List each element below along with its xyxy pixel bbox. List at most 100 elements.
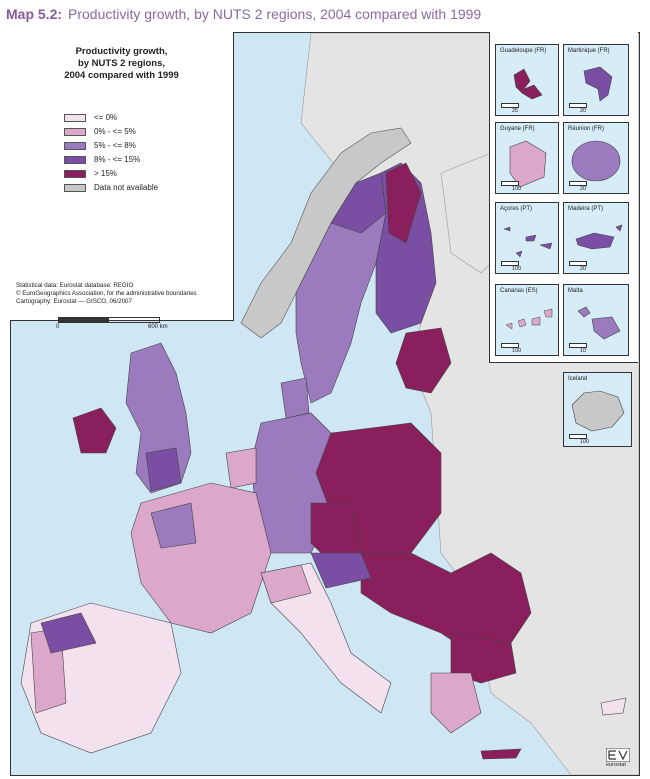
inset-canarias: Canarias (ES) 100 xyxy=(495,284,559,356)
inset-scalebar xyxy=(569,434,587,439)
inset-shape xyxy=(509,140,547,188)
legend-swatch xyxy=(64,155,86,164)
inset-acores: Açores (PT) 100 xyxy=(495,202,559,274)
inset-name: Malta xyxy=(568,288,583,294)
region-benelux xyxy=(225,447,257,489)
legend-swatch xyxy=(64,113,86,122)
source-line: Cartography: Eurostat — GISCO, 06/2007 xyxy=(16,298,132,305)
inset-iceland: Iceland 100 xyxy=(563,372,632,447)
scale-bar xyxy=(58,317,160,323)
inset-name: Canarias (ES) xyxy=(500,288,538,294)
inset-shape xyxy=(505,308,553,330)
legend-swatch xyxy=(64,141,86,150)
legend-swatch xyxy=(64,169,86,178)
inset-name: Guadeloupe (FR) xyxy=(500,48,547,54)
inset-scale: 20 xyxy=(580,266,587,272)
inset-panel: Guadeloupe (FR) 25 Martinique (FR) 20 Gu… xyxy=(489,32,638,363)
inset-scalebar xyxy=(501,343,519,348)
inset-scale: 20 xyxy=(580,108,587,114)
europe-map xyxy=(20,33,639,775)
inset-scale: 100 xyxy=(512,348,522,354)
inset-scale: 20 xyxy=(580,186,587,192)
inset-scale: 100 xyxy=(580,439,590,445)
region-crete xyxy=(480,748,522,760)
inset-scalebar xyxy=(569,343,587,348)
inset-name: Iceland xyxy=(568,376,588,382)
region-italy-north xyxy=(260,564,312,604)
inset-shape xyxy=(577,306,621,340)
legend-title: Productivity growth, by NUTS 2 regions, … xyxy=(10,46,233,82)
inset-name: Madeira (PT) xyxy=(568,206,604,212)
source-note: Statistical data: Eurostat database: REG… xyxy=(16,282,231,306)
inset-name: Açores (PT) xyxy=(500,206,533,212)
legend-label: 0% - <= 5% xyxy=(94,127,136,136)
inset-name: Réunion (FR) xyxy=(568,126,605,132)
scale-start: 0 xyxy=(56,324,60,330)
legend-title-line: by NUTS 2 regions, xyxy=(77,58,166,69)
eurostat-logo-text: eurostat xyxy=(606,762,626,768)
legend-panel: Productivity growth, by NUTS 2 regions, … xyxy=(10,32,234,330)
region-italy xyxy=(260,562,392,714)
legend-label: 5% - <= 8% xyxy=(94,141,136,150)
legend-label: > 15% xyxy=(94,169,117,178)
region-denmark xyxy=(280,377,310,419)
legend-item: 8% - <= 15% xyxy=(64,154,140,165)
map-title: Map 5.2: Productivity growth, by NUTS 2 r… xyxy=(6,6,481,22)
inset-shape xyxy=(513,68,543,100)
legend-swatch xyxy=(64,183,86,192)
eurostat-logo: eurostat xyxy=(605,747,632,770)
inset-scale: 25 xyxy=(512,108,519,114)
legend-swatch xyxy=(64,127,86,136)
region-spain-north xyxy=(40,612,97,654)
region-france-west xyxy=(150,502,197,549)
inset-scalebar xyxy=(569,103,587,108)
legend-label: <= 0% xyxy=(94,113,118,122)
region-baltics xyxy=(395,327,452,394)
legend-label: 8% - <= 15% xyxy=(94,155,141,164)
region-bulgaria xyxy=(450,632,517,684)
inset-scalebar xyxy=(501,181,519,186)
region-ireland xyxy=(72,407,117,454)
inset-shape xyxy=(503,226,553,258)
legend-item: > 15% xyxy=(64,168,117,179)
region-uk-south xyxy=(145,447,182,492)
region-cyprus xyxy=(600,697,627,716)
inset-name: Martinique (FR) xyxy=(568,48,610,54)
inset-name: Guyane (FR) xyxy=(500,126,535,132)
inset-scale: 100 xyxy=(512,266,522,272)
inset-scale: 10 xyxy=(580,348,587,354)
inset-scale: 100 xyxy=(512,186,522,192)
legend-title-line: 2004 compared with 1999 xyxy=(64,70,179,81)
legend-item: 0% - <= 5% xyxy=(64,126,136,137)
legend-label: Data not available xyxy=(94,183,159,192)
scale-end: 600 km xyxy=(148,324,168,330)
inset-scalebar xyxy=(501,103,519,108)
inset-scalebar xyxy=(569,181,587,186)
legend-title-line: Productivity growth, xyxy=(75,46,168,57)
source-line: Statistical data: Eurostat database: REG… xyxy=(16,282,134,289)
region-france xyxy=(130,482,272,634)
legend-item: Data not available xyxy=(64,182,158,193)
inset-martinique: Martinique (FR) 20 xyxy=(563,44,629,116)
legend-item: <= 0% xyxy=(64,112,117,123)
inset-scalebar xyxy=(501,261,519,266)
map-number: Map 5.2: xyxy=(6,6,63,22)
inset-shape xyxy=(571,140,621,182)
eurostat-logo-icon xyxy=(605,747,631,763)
inset-scalebar xyxy=(569,261,587,266)
inset-madeira: Madeira (PT) 20 xyxy=(563,202,629,274)
inset-shape xyxy=(575,224,623,250)
inset-reunion: Réunion (FR) 20 xyxy=(563,122,629,194)
region-romania-hungary xyxy=(360,552,532,654)
inset-guadeloupe: Guadeloupe (FR) 25 xyxy=(495,44,559,116)
region-austria xyxy=(310,552,372,589)
region-greece xyxy=(430,672,482,734)
legend-item: 5% - <= 8% xyxy=(64,140,136,151)
inset-malta: Malta 10 xyxy=(563,284,629,356)
inset-guyane: Guyane (FR) 100 xyxy=(495,122,559,194)
map-title-text: Productivity growth, by NUTS 2 regions, … xyxy=(68,6,482,22)
inset-shape xyxy=(583,66,613,102)
source-line: © EuroGeographics Association, for the a… xyxy=(16,290,197,297)
region-finland-north xyxy=(385,162,422,244)
inset-shape xyxy=(571,390,625,432)
